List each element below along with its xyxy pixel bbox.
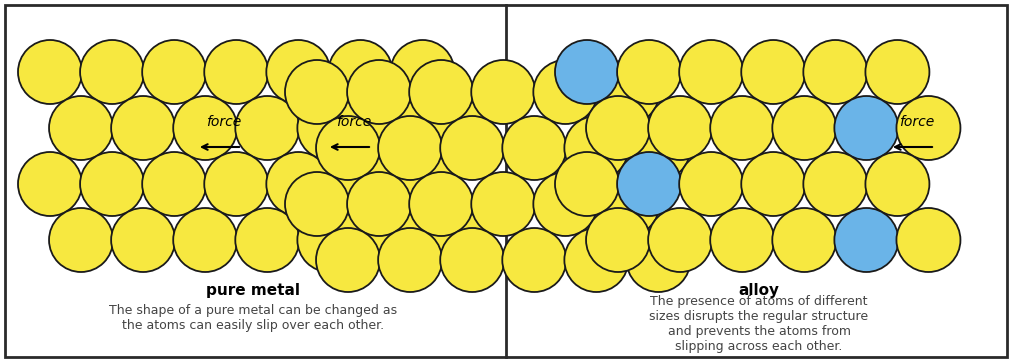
- Ellipse shape: [585, 96, 649, 160]
- Ellipse shape: [564, 116, 628, 180]
- Ellipse shape: [864, 40, 928, 104]
- Ellipse shape: [297, 208, 361, 272]
- Ellipse shape: [501, 116, 566, 180]
- Ellipse shape: [564, 228, 628, 292]
- Ellipse shape: [359, 208, 423, 272]
- Ellipse shape: [647, 96, 712, 160]
- Ellipse shape: [617, 40, 680, 104]
- Ellipse shape: [501, 228, 566, 292]
- Ellipse shape: [285, 172, 349, 236]
- Ellipse shape: [647, 208, 712, 272]
- Ellipse shape: [471, 172, 535, 236]
- Ellipse shape: [740, 152, 805, 216]
- Ellipse shape: [378, 228, 442, 292]
- Ellipse shape: [142, 152, 206, 216]
- Ellipse shape: [771, 208, 835, 272]
- Ellipse shape: [204, 152, 268, 216]
- Ellipse shape: [18, 40, 82, 104]
- Ellipse shape: [440, 116, 503, 180]
- Text: The shape of a pure metal can be changed as
the atoms can easily slip over each : The shape of a pure metal can be changed…: [109, 304, 396, 332]
- Ellipse shape: [359, 96, 423, 160]
- Text: pure metal: pure metal: [206, 282, 299, 298]
- Ellipse shape: [896, 96, 959, 160]
- Ellipse shape: [315, 228, 380, 292]
- Text: The presence of atoms of different
sizes disrupts the regular structure
and prev: The presence of atoms of different sizes…: [649, 295, 867, 353]
- Ellipse shape: [315, 116, 380, 180]
- Text: force: force: [336, 115, 371, 129]
- Ellipse shape: [422, 96, 485, 160]
- Ellipse shape: [408, 172, 473, 236]
- Text: force: force: [206, 115, 242, 129]
- Ellipse shape: [864, 152, 928, 216]
- Ellipse shape: [803, 152, 866, 216]
- Ellipse shape: [378, 116, 442, 180]
- Ellipse shape: [440, 228, 503, 292]
- Ellipse shape: [329, 40, 392, 104]
- Ellipse shape: [49, 96, 113, 160]
- Ellipse shape: [408, 60, 473, 124]
- Ellipse shape: [18, 152, 82, 216]
- Ellipse shape: [80, 152, 144, 216]
- Ellipse shape: [285, 60, 349, 124]
- Ellipse shape: [142, 40, 206, 104]
- Ellipse shape: [235, 96, 299, 160]
- Ellipse shape: [833, 96, 898, 160]
- Ellipse shape: [678, 152, 742, 216]
- Ellipse shape: [710, 96, 773, 160]
- Ellipse shape: [803, 40, 866, 104]
- Ellipse shape: [594, 172, 659, 236]
- Ellipse shape: [347, 60, 410, 124]
- Ellipse shape: [678, 40, 742, 104]
- Ellipse shape: [533, 172, 596, 236]
- Ellipse shape: [266, 152, 330, 216]
- Text: force: force: [899, 115, 934, 129]
- Ellipse shape: [740, 40, 805, 104]
- Ellipse shape: [235, 208, 299, 272]
- Ellipse shape: [422, 208, 485, 272]
- Ellipse shape: [329, 152, 392, 216]
- Ellipse shape: [204, 40, 268, 104]
- Ellipse shape: [554, 40, 619, 104]
- Ellipse shape: [533, 60, 596, 124]
- Ellipse shape: [594, 60, 659, 124]
- Ellipse shape: [626, 116, 690, 180]
- Ellipse shape: [585, 208, 649, 272]
- Ellipse shape: [710, 208, 773, 272]
- Ellipse shape: [297, 96, 361, 160]
- Ellipse shape: [111, 208, 175, 272]
- Ellipse shape: [390, 152, 454, 216]
- Ellipse shape: [896, 208, 959, 272]
- Ellipse shape: [80, 40, 144, 104]
- Ellipse shape: [347, 172, 410, 236]
- Ellipse shape: [173, 208, 237, 272]
- Ellipse shape: [173, 96, 237, 160]
- Ellipse shape: [471, 60, 535, 124]
- Text: alloy: alloy: [738, 282, 778, 298]
- Ellipse shape: [554, 152, 619, 216]
- Ellipse shape: [626, 228, 690, 292]
- Ellipse shape: [49, 208, 113, 272]
- Ellipse shape: [617, 152, 680, 216]
- Ellipse shape: [390, 40, 454, 104]
- Ellipse shape: [833, 208, 898, 272]
- Ellipse shape: [771, 96, 835, 160]
- Ellipse shape: [266, 40, 330, 104]
- Ellipse shape: [111, 96, 175, 160]
